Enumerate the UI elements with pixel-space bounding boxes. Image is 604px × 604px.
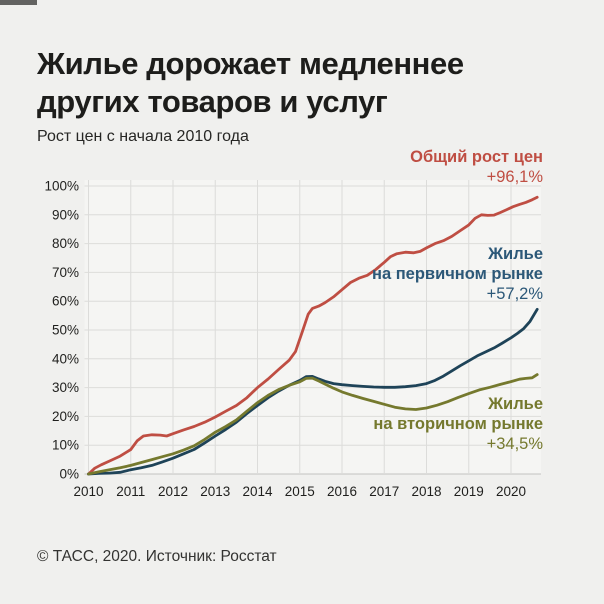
legend-secondary: Жилье на вторичном рынке +34,5%: [373, 394, 543, 454]
y-tick-label: 80%: [52, 236, 79, 251]
x-tick-label: 2010: [73, 484, 103, 499]
legend-secondary-label-line1: Жилье: [488, 395, 543, 413]
legend-primary-value: +57,2%: [486, 285, 543, 303]
x-tick-label: 2018: [411, 484, 441, 499]
chart-subtitle: Рост цен с начала 2010 года: [37, 128, 249, 145]
legend-overall-label: Общий рост цен: [410, 148, 543, 166]
x-tick-label: 2011: [116, 484, 145, 499]
y-tick-label: 60%: [52, 294, 79, 309]
legend-primary: Жилье на первичном рынке +57,2%: [372, 244, 543, 304]
y-tick-label: 90%: [52, 207, 79, 222]
x-tick-label: 2013: [200, 484, 230, 499]
x-tick-label: 2015: [285, 484, 315, 499]
x-tick-label: 2017: [369, 484, 399, 499]
legend-primary-label-line1: Жилье: [488, 245, 543, 263]
x-tick-label: 2014: [242, 484, 273, 499]
y-tick-label: 30%: [52, 380, 79, 395]
series-line-secondary: [87, 373, 539, 476]
y-tick-label: 10%: [52, 438, 79, 453]
y-tick-label: 70%: [52, 265, 79, 280]
legend-secondary-label-line2: на вторичном рынке: [373, 415, 543, 433]
legend-overall-value: +96,1%: [486, 168, 543, 186]
x-tick-label: 2020: [496, 484, 526, 499]
screen-artifact: [0, 0, 37, 5]
page-title-line1: Жилье дорожает медленнее: [37, 45, 464, 81]
series-line-primary: [87, 307, 539, 476]
legend-primary-label-line2: на первичном рынке: [371, 265, 543, 283]
x-tick-label: 2016: [327, 484, 357, 499]
y-tick-label: 40%: [52, 351, 79, 366]
y-tick-label: 0%: [59, 467, 79, 482]
x-tick-label: 2019: [454, 484, 484, 499]
page-title-line2: других товаров и услуг: [37, 83, 388, 119]
legend-overall: Общий рост цен +96,1%: [410, 147, 543, 187]
page-title: Жилье дорожает медленнее других товаров …: [37, 45, 577, 121]
y-tick-label: 100%: [44, 179, 79, 194]
y-tick-label: 50%: [52, 323, 79, 338]
copyright-source: © ТАСС, 2020. Источник: Росстат: [37, 548, 277, 565]
x-tick-label: 2012: [158, 484, 188, 499]
series-line-overall: [87, 195, 539, 476]
y-tick-label: 20%: [52, 409, 79, 424]
legend-secondary-value: +34,5%: [486, 435, 543, 453]
